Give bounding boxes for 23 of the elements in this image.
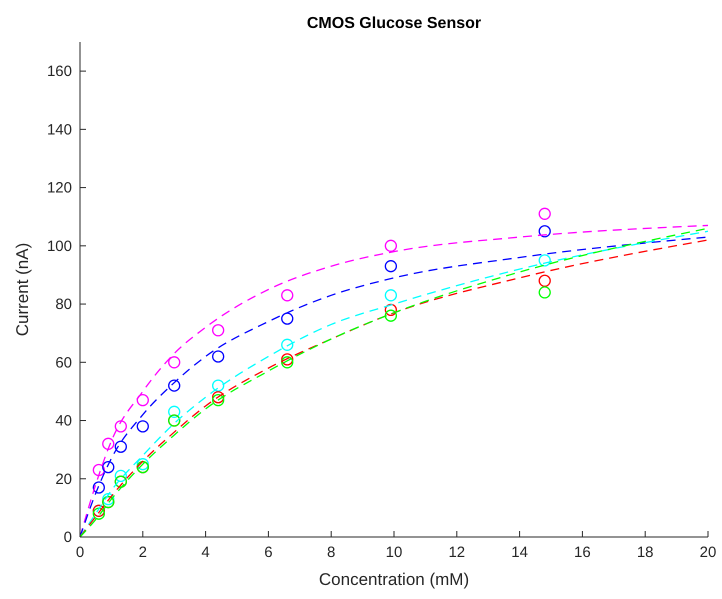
y-tick-label: 120 [46,180,72,197]
x-tick-label: 12 [448,544,466,561]
y-tick-label: 20 [55,470,72,488]
x-tick-label: 14 [511,544,528,561]
y-tick-label: 0 [64,529,72,546]
x-tick-label: 18 [636,544,654,561]
x-tick-label: 6 [264,544,273,561]
y-tick-label: 140 [46,121,72,138]
y-tick-label: 160 [46,63,72,80]
x-tick-label: 2 [138,544,147,561]
chart-title: CMOS Glucose Sensor [306,15,482,32]
x-tick-label: 20 [700,544,716,561]
x-tick-label: 8 [327,544,336,561]
x-tick-label: 10 [386,544,402,561]
y-tick-label: 80 [55,296,72,314]
x-tick-label: 4 [201,544,210,561]
x-axis-title: Concentration (mM) [318,570,470,589]
y-tick-label: 60 [55,354,72,372]
y-tick-label: 40 [55,412,72,430]
x-tick-label: 0 [76,544,84,561]
x-tick-label: 16 [574,544,591,561]
y-axis-title: Current (nA) [13,242,32,336]
y-tick-label: 100 [46,238,72,255]
